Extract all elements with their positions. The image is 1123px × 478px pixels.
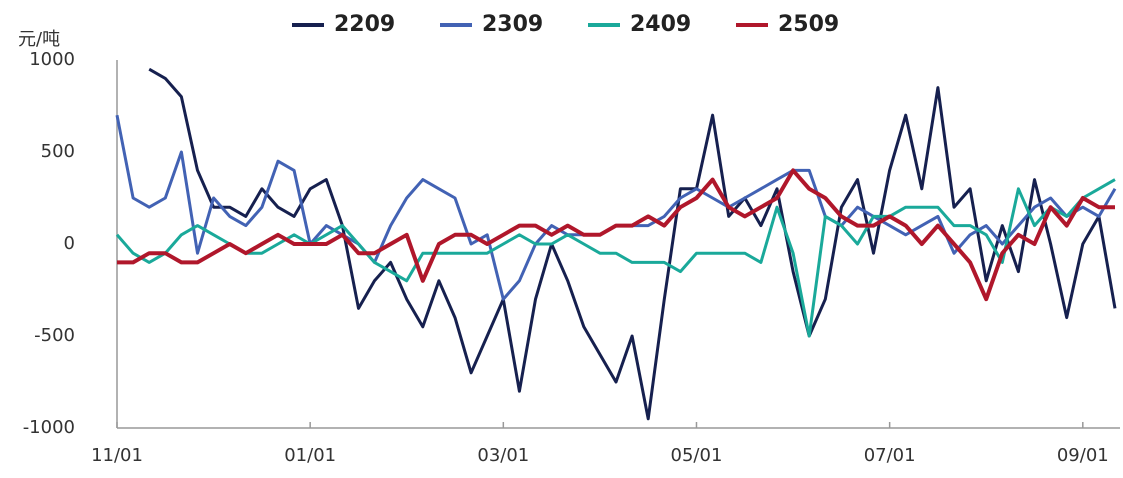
y-tick-label: 500 (41, 141, 75, 162)
x-tick-label: 07/01 (864, 445, 916, 466)
x-tick-label: 09/01 (1057, 445, 1109, 466)
legend-label: 2309 (482, 12, 543, 37)
y-tick-label: 1000 (29, 49, 75, 70)
legend-label: 2409 (630, 12, 691, 37)
x-tick-label: 01/01 (284, 445, 336, 466)
legend-label: 2209 (334, 12, 395, 37)
y-tick-label: -500 (34, 325, 75, 346)
series-line (117, 168, 1115, 302)
series-line (148, 67, 1117, 421)
x-tick-label: 05/01 (671, 445, 723, 466)
y-tick-label: -1000 (23, 417, 75, 438)
series-line (115, 178, 1116, 338)
y-axis-label: 元/吨 (18, 29, 60, 50)
series-line (115, 114, 1117, 301)
legend-label: 2509 (778, 12, 839, 37)
x-tick-label: 11/01 (91, 445, 143, 466)
y-tick-label: 0 (64, 233, 75, 254)
x-tick-label: 03/01 (477, 445, 529, 466)
